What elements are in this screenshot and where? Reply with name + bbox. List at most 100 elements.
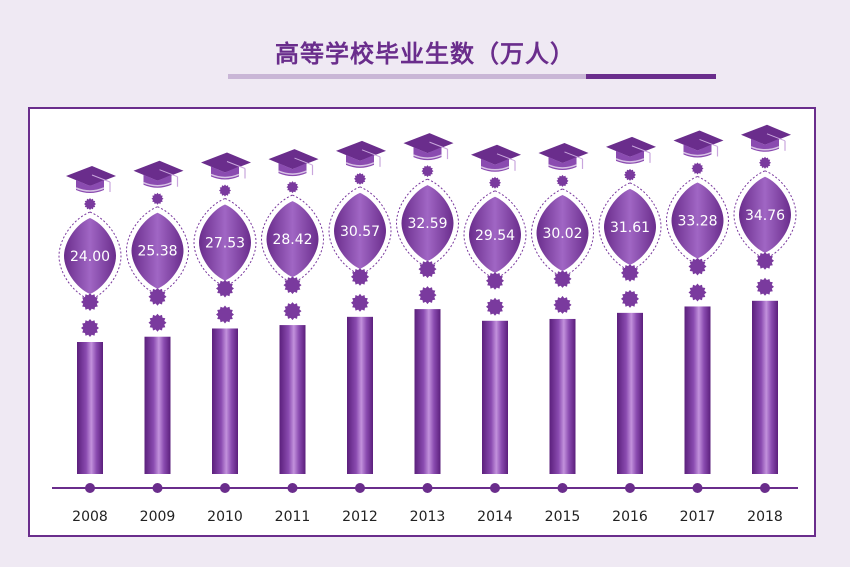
badge-outline — [463, 190, 527, 280]
bar-group: 29.54 2014 — [463, 144, 527, 525]
value-badge — [739, 176, 791, 253]
data-label: 25.38 — [137, 244, 177, 260]
bar — [77, 342, 103, 474]
badge-outline — [530, 188, 595, 278]
gear-connector-icon — [691, 162, 704, 175]
x-tick-label: 2011 — [275, 509, 311, 525]
graduation-cap-icon — [336, 140, 386, 168]
gear-connector-icon — [351, 267, 369, 286]
bar-group: 34.76 2018 — [733, 124, 797, 525]
value-badge — [199, 204, 251, 281]
badge-outline — [665, 175, 730, 266]
gear-connector-icon — [756, 251, 774, 270]
badge-outline — [395, 178, 460, 268]
gear-connector-icon — [351, 293, 369, 312]
gear-connector-icon — [286, 181, 299, 194]
data-label: 30.57 — [340, 224, 380, 240]
gear-connector-icon — [486, 271, 504, 290]
x-tick-label: 2018 — [747, 509, 783, 525]
gear-connector-icon — [81, 293, 99, 311]
bar — [752, 300, 778, 474]
data-label: 30.02 — [542, 226, 582, 242]
gear-connector-icon — [216, 279, 234, 298]
bar-group: 25.38 2009 — [125, 160, 190, 525]
graduation-cap-icon — [201, 152, 251, 180]
bar — [212, 328, 238, 474]
axis-tick-marker — [85, 483, 95, 493]
title-underline — [228, 74, 716, 79]
gear-connector-icon — [283, 276, 302, 295]
graduation-cap-icon — [133, 160, 184, 188]
axis-tick-marker — [760, 483, 770, 493]
gear-connector-icon — [216, 305, 234, 324]
badge-outline — [260, 194, 325, 284]
bar-group: 33.28 2017 — [665, 130, 730, 525]
axis-tick-marker — [557, 483, 568, 493]
axis-tick-marker — [422, 483, 433, 493]
badge-outline — [58, 211, 122, 301]
value-badge — [604, 188, 656, 265]
gear-connector-icon — [489, 176, 501, 189]
gear-connector-icon — [486, 297, 504, 316]
gear-connector-icon — [418, 260, 437, 279]
axis-tick-marker — [152, 483, 163, 493]
gear-connector-icon — [354, 172, 366, 185]
data-label: 27.53 — [205, 235, 245, 251]
graduation-cap-icon — [741, 124, 791, 152]
gear-connector-icon — [556, 174, 569, 187]
gear-connector-icon — [553, 295, 572, 314]
bar-group: 30.02 2015 — [530, 142, 595, 525]
bar — [347, 316, 373, 474]
data-label: 34.76 — [745, 208, 785, 224]
value-badge — [401, 185, 454, 262]
bar — [684, 306, 711, 474]
x-tick-label: 2009 — [140, 509, 176, 525]
bar — [414, 309, 441, 474]
chart-title: 高等学校毕业生数（万人） — [275, 40, 575, 68]
gear-connector-icon — [756, 277, 774, 296]
bar — [279, 325, 306, 474]
graduation-cap-icon — [538, 142, 589, 170]
bar — [549, 318, 576, 474]
gear-connector-icon — [219, 184, 231, 197]
gear-connector-icon — [553, 269, 572, 288]
bar-group: 30.57 2012 — [328, 140, 392, 525]
data-label: 33.28 — [677, 213, 717, 229]
graduation-cap-icon — [673, 130, 724, 158]
bar-group: 32.59 2013 — [395, 133, 460, 525]
axis-tick-marker — [625, 483, 635, 493]
x-tick-label: 2013 — [410, 509, 446, 525]
data-label: 32.59 — [407, 216, 447, 232]
graduation-cap-icon — [268, 149, 319, 177]
value-badge — [266, 201, 319, 278]
gear-connector-icon — [624, 168, 636, 181]
badge-outline — [193, 197, 257, 288]
gear-connector-icon — [688, 283, 707, 302]
bar — [617, 312, 643, 474]
gear-connector-icon — [421, 165, 434, 178]
data-label: 31.61 — [610, 220, 650, 236]
badge-outline — [328, 186, 392, 276]
gear-connector-icon — [621, 289, 639, 308]
bar-group: 31.61 2016 — [598, 136, 662, 525]
bar — [482, 320, 508, 474]
data-label: 24.00 — [70, 249, 110, 265]
badge-outline — [598, 182, 662, 272]
axis-tick-marker — [355, 483, 365, 493]
gear-connector-icon — [418, 286, 437, 305]
axis-tick-marker — [220, 483, 230, 493]
value-badge — [131, 212, 184, 289]
x-tick-label: 2014 — [477, 509, 513, 525]
x-tick-label: 2017 — [680, 509, 716, 525]
bar-group: 28.42 2011 — [260, 149, 325, 525]
data-label: 28.42 — [272, 232, 312, 248]
title-underline-accent — [586, 74, 716, 79]
bar-group: 27.53 2010 — [193, 152, 257, 525]
gear-connector-icon — [148, 313, 167, 332]
gear-connector-icon — [151, 192, 164, 205]
x-tick-label: 2012 — [342, 509, 378, 525]
gear-connector-icon — [688, 257, 707, 276]
gear-connector-icon — [621, 263, 639, 282]
x-tick-label: 2015 — [545, 509, 581, 525]
